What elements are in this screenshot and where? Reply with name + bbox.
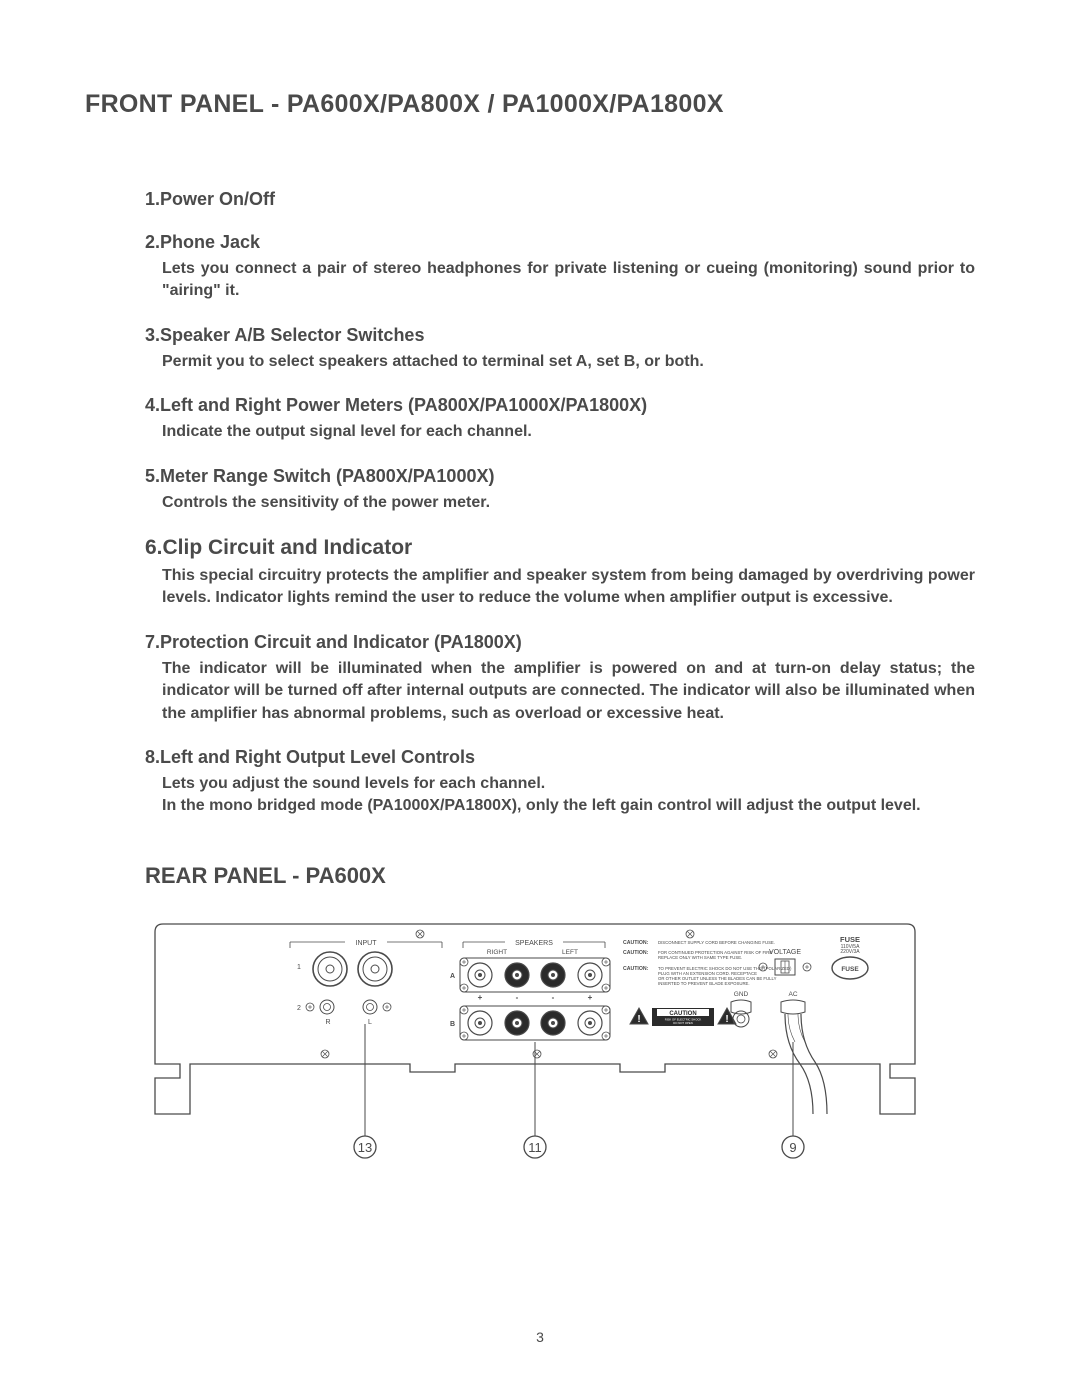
item-1: 1.Power On/Off [145, 189, 975, 210]
item-5: 5.Meter Range Switch (PA800X/PA1000X) Con… [145, 466, 975, 514]
svg-text:AC: AC [788, 991, 797, 998]
item-heading: 1.Power On/Off [145, 189, 975, 210]
item-4: 4.Left and Right Power Meters (PA800X/PA… [145, 395, 975, 443]
svg-text:L: L [368, 1019, 372, 1026]
item-7: 7.Protection Circuit and Indicator (PA18… [145, 632, 975, 725]
item-body: This special circuitry protects the ampl… [145, 565, 975, 610]
svg-text:13: 13 [358, 1140, 372, 1155]
item-heading: 2.Phone Jack [145, 232, 975, 253]
item-body: Lets you connect a pair of stereo headph… [145, 258, 975, 303]
item-heading: 8.Left and Right Output Level Controls [145, 747, 975, 768]
svg-text:CAUTION: CAUTION [669, 1011, 696, 1017]
page-title: FRONT PANEL - PA600X/PA800X / PA1000X/PA… [85, 90, 995, 119]
svg-text:INSERTED TO PREVENT BLADE EXPO: INSERTED TO PREVENT BLADE EXPOSURE. [658, 981, 750, 986]
item-body: Controls the sensitivity of the power me… [145, 492, 975, 514]
item-heading: 6.Clip Circuit and Indicator [145, 536, 975, 560]
svg-text:-: - [516, 993, 519, 1002]
svg-text:INPUT: INPUT [356, 940, 378, 947]
svg-text:220V/3A: 220V/3A [840, 949, 860, 955]
svg-text:DISCONNECT SUPPLY CORD BEFORE: DISCONNECT SUPPLY CORD BEFORE CHANGING F… [658, 940, 775, 945]
item-3: 3.Speaker A/B Selector Switches Permit yo… [145, 325, 975, 373]
rear-panel-title: REAR PANEL - PA600X [145, 863, 975, 889]
svg-text:-: - [552, 993, 555, 1002]
item-body: The indicator will be illuminated when t… [145, 658, 975, 725]
svg-text:11: 11 [528, 1140, 542, 1155]
svg-text:+: + [588, 993, 593, 1002]
svg-text:FUSE: FUSE [841, 966, 859, 973]
svg-text:1: 1 [297, 964, 301, 971]
item-8: 8.Left and Right Output Level Controls Le… [145, 747, 975, 818]
svg-text:LEFT: LEFT [562, 949, 578, 956]
item-body: Lets you adjust the sound levels for eac… [145, 773, 975, 818]
svg-text:FUSE: FUSE [840, 935, 860, 944]
item-heading: 7.Protection Circuit and Indicator (PA18… [145, 632, 975, 653]
svg-text:2: 2 [297, 1005, 301, 1012]
item-2: 2.Phone Jack Lets you connect a pair of s… [145, 232, 975, 303]
page-number: 3 [0, 1329, 1080, 1345]
svg-text:!: ! [637, 1014, 640, 1025]
svg-text:CAUTION:: CAUTION: [623, 940, 649, 946]
svg-text:CAUTION:: CAUTION: [623, 966, 649, 972]
svg-text:!: ! [725, 1014, 728, 1025]
svg-text:B: B [450, 1021, 455, 1028]
front-panel-content: 1.Power On/Off 2.Phone Jack Lets you conne… [85, 189, 995, 889]
item-body: Indicate the output signal level for eac… [145, 421, 975, 443]
svg-text:REPLACE ONLY WITH SAME TYPE FU: REPLACE ONLY WITH SAME TYPE FUSE. [658, 955, 742, 960]
svg-text:DO NOT OPEN: DO NOT OPEN [673, 1021, 693, 1025]
item-heading: 4.Left and Right Power Meters (PA800X/PA… [145, 395, 975, 416]
svg-text:GND: GND [734, 991, 749, 998]
svg-text:CAUTION:: CAUTION: [623, 950, 649, 956]
rear-panel-diagram: INPUT 1 2 R L SPEAKERS RIGHT LEFT A B + - - + CAUTION:… [85, 914, 995, 1174]
svg-text:SPEAKERS: SPEAKERS [515, 940, 553, 947]
item-heading: 3.Speaker A/B Selector Switches [145, 325, 975, 346]
svg-text:9: 9 [789, 1140, 796, 1155]
svg-text:R: R [325, 1019, 330, 1026]
item-heading: 5.Meter Range Switch (PA800X/PA1000X) [145, 466, 975, 487]
item-body: Permit you to select speakers attached t… [145, 351, 975, 373]
svg-text:A: A [450, 973, 455, 980]
svg-text:+: + [478, 993, 483, 1002]
item-6: 6.Clip Circuit and Indicator This special… [145, 536, 975, 610]
svg-text:VOLTAGE: VOLTAGE [769, 949, 801, 956]
svg-text:RIGHT: RIGHT [487, 949, 507, 956]
